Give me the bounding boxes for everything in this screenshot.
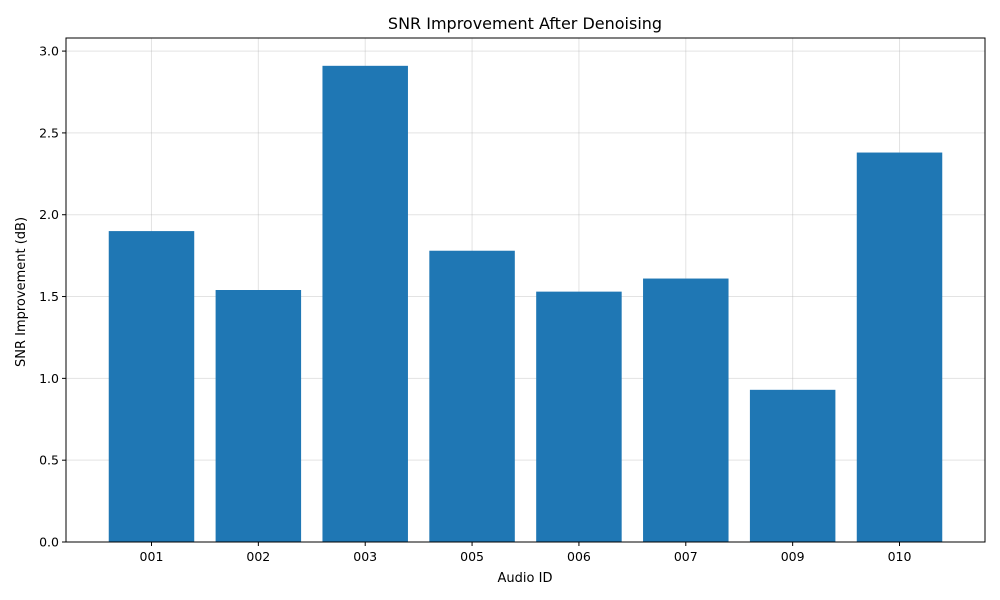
bar-010 <box>856 152 943 542</box>
axes-layer: 0.0 0.5 1.0 1.5 2.0 2.5 3.0 001 002 003 005 006 007 0… <box>39 37 986 564</box>
chart-title: SNR Improvement After Denoising <box>388 14 662 33</box>
y-tick-label: 1.5 <box>39 289 59 304</box>
y-tick-label: 0.5 <box>39 453 59 468</box>
bar-007 <box>643 278 729 542</box>
x-tick-label: 007 <box>674 549 698 564</box>
bar-006 <box>536 291 622 542</box>
bar-002 <box>215 290 302 542</box>
y-tick-label: 1.0 <box>39 371 59 386</box>
y-axis-label: SNR Improvement (dB) <box>14 217 29 367</box>
y-tick-label: 3.0 <box>39 44 59 59</box>
y-tick-label: 0.0 <box>39 535 59 550</box>
x-tick-label: 006 <box>567 549 591 564</box>
x-tick-label: 002 <box>246 549 270 564</box>
x-tick-label: 009 <box>781 549 805 564</box>
bars-layer <box>108 65 943 543</box>
bar-001 <box>108 231 195 542</box>
x-tick-label: 001 <box>140 549 164 564</box>
bar-009 <box>749 389 836 542</box>
y-tick-label: 2.0 <box>39 207 59 222</box>
x-tick-label: 003 <box>353 549 377 564</box>
plot-frame <box>65 37 986 543</box>
bar-003 <box>322 65 408 543</box>
bar-005 <box>429 250 515 542</box>
x-tick-label: 005 <box>460 549 484 564</box>
y-tick-label: 2.5 <box>39 125 59 140</box>
x-axis-label: Audio ID <box>498 571 553 586</box>
x-tick-label: 010 <box>888 549 912 564</box>
grid-layer <box>66 38 985 543</box>
